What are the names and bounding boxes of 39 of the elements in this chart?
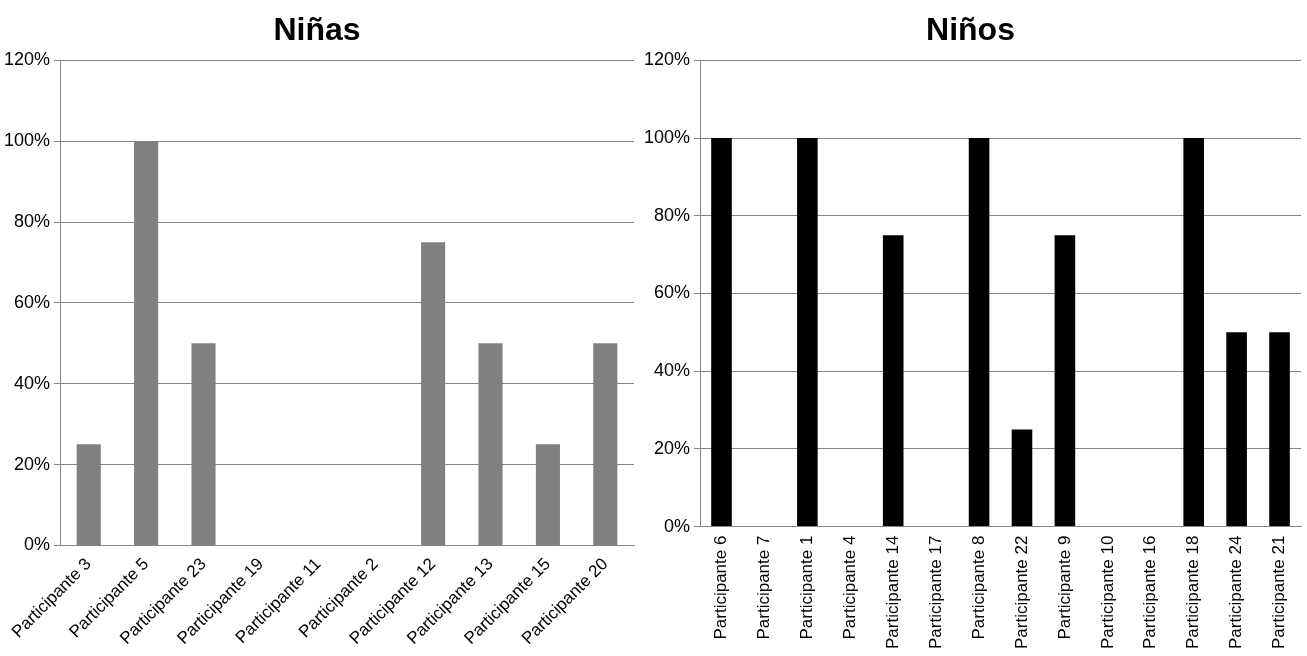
bar	[968, 138, 990, 527]
y-tick-label: 100%	[643, 127, 691, 148]
x-tick-label: Participante 17	[925, 535, 945, 649]
bar	[711, 138, 732, 527]
chart-title: Niñas	[273, 11, 361, 48]
y-tick-label: 80%	[654, 204, 691, 225]
y-tick-label: 120%	[3, 49, 51, 70]
x-tick-label: Participante 18	[1183, 535, 1203, 649]
x-tick-label: Participante 14	[882, 535, 902, 649]
y-tick-label: 60%	[654, 282, 691, 303]
y-tick-label: 40%	[14, 372, 51, 393]
y-tick-label: 60%	[14, 291, 51, 312]
x-tick-label: Participante 1	[797, 535, 817, 640]
y-tick-label: 120%	[643, 49, 691, 70]
x-tick-label: Participante 16	[1140, 535, 1160, 649]
y-tick-label: 0%	[664, 515, 691, 536]
bar	[1054, 235, 1076, 527]
bar	[797, 138, 818, 527]
x-tick-label: Participante 8	[968, 535, 988, 640]
x-tick-label: Participante 9	[1054, 535, 1074, 640]
x-tick-label: Participante 24	[1226, 535, 1246, 649]
y-tick-label: 40%	[654, 360, 691, 381]
x-tick-label: Participante 21	[1269, 535, 1289, 649]
bar	[1269, 332, 1290, 527]
x-tick-label: Participante 4	[839, 535, 859, 640]
x-tick-label: Participante 22	[1011, 535, 1031, 649]
bar	[1226, 332, 1247, 527]
y-tick-label: 20%	[654, 437, 691, 458]
bar	[1011, 429, 1033, 527]
y-tick-label: 0%	[24, 534, 51, 555]
y-tick-label: 80%	[14, 211, 51, 232]
bar	[1183, 138, 1204, 527]
y-tick-label: 100%	[3, 130, 51, 151]
x-tick-label: Participante 7	[754, 535, 774, 640]
chart-title: Niños	[926, 11, 1015, 48]
y-tick-label: 20%	[14, 453, 51, 474]
x-tick-label: Participante 6	[711, 535, 731, 640]
x-tick-label: Participante 10	[1097, 535, 1117, 649]
bar	[882, 235, 904, 527]
